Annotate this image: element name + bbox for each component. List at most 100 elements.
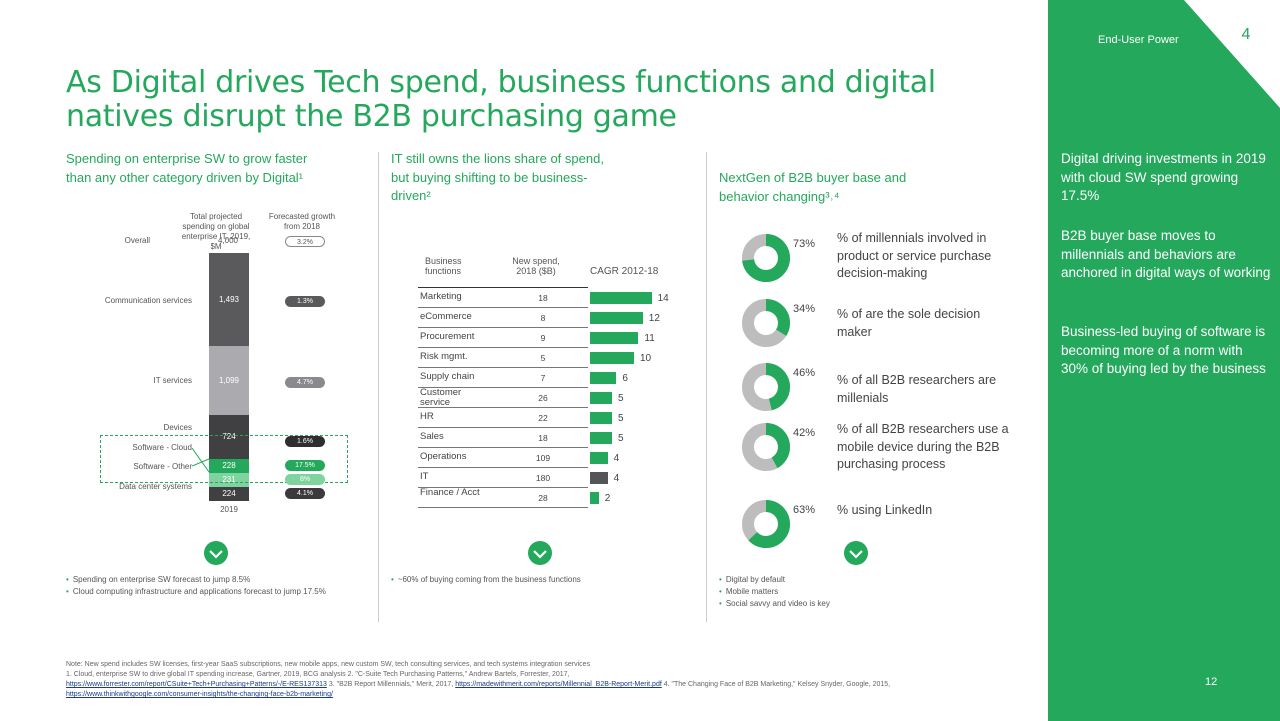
page-title: As Digital drives Tech spend, business f… xyxy=(66,65,936,134)
col-cagr-header: CAGR 2012-18 xyxy=(590,266,659,277)
cagr-bar xyxy=(590,372,617,384)
checkmark-icon xyxy=(528,541,552,565)
donut-percent: 63% xyxy=(793,504,816,516)
footnotes: Note: New spend includes SW licenses, fi… xyxy=(66,660,986,700)
function-name: Customer service xyxy=(420,387,462,408)
segment-software-cloud: 231 xyxy=(209,473,249,487)
column-divider xyxy=(706,152,707,622)
panel2-bullet: • ~60% of buying coming from the business… xyxy=(391,575,581,584)
cagr-bar xyxy=(590,432,612,444)
overall-label: Overall xyxy=(124,236,150,245)
new-spend: 22 xyxy=(538,413,548,423)
cagr-value: 5 xyxy=(618,393,624,404)
col-fn-header: Business functions xyxy=(425,256,462,276)
cagr-bar xyxy=(590,292,652,304)
donut-chart xyxy=(742,500,790,548)
cagr-bar xyxy=(590,452,608,464)
table-row: IT 180 xyxy=(418,468,588,488)
segment-label: Software - Cloud xyxy=(132,443,192,452)
donut-chart xyxy=(742,234,790,282)
function-name: IT xyxy=(420,471,429,482)
checkmark-icon xyxy=(844,541,868,565)
sidebar-paragraph: Business-led buying of software is becom… xyxy=(1061,324,1266,376)
table-row: Customer service 26 xyxy=(418,388,588,408)
panel3-bullet: • Social savvy and video is key xyxy=(719,599,830,608)
col-spend-header: Total projected spending on global enter… xyxy=(181,212,251,251)
overall-growth-pill: 3.2% xyxy=(285,236,325,247)
donut-description: % of are the sole decision maker xyxy=(837,307,981,339)
cagr-bar xyxy=(590,412,612,424)
donut-percent: 73% xyxy=(793,238,816,250)
table-row: HR 22 xyxy=(418,408,588,428)
panel3-bullet: • Mobile matters xyxy=(719,587,779,596)
panel3-bullet: • Digital by default xyxy=(719,575,785,584)
segment-devices: 724 xyxy=(209,415,249,459)
function-name: Marketing xyxy=(420,291,462,302)
donut-percent: 34% xyxy=(793,303,816,315)
year-label: 2019 xyxy=(220,505,238,514)
table-row: Risk mgmt. 5 xyxy=(418,348,588,368)
table-row: eCommerce 8 xyxy=(418,308,588,328)
new-spend: 8 xyxy=(540,313,546,323)
new-spend: 7 xyxy=(540,373,546,383)
connector-lines xyxy=(192,447,210,473)
footnote-line: 1. Cloud, enterprise SW to drive global … xyxy=(66,671,570,678)
donut-percent: 46% xyxy=(793,367,816,379)
cagr-bar xyxy=(590,312,643,324)
segment-communication: 1,493 xyxy=(209,253,249,346)
cagr-bar xyxy=(590,332,639,344)
table-header-rule xyxy=(418,287,588,288)
overall-value: 4,000 xyxy=(217,236,239,245)
software-highlight-box xyxy=(100,435,348,483)
donut-percent: 42% xyxy=(793,427,816,439)
table-row: Finance / Acct 28 xyxy=(418,488,588,508)
growth-pill: 1.3% xyxy=(285,296,325,307)
donut-fill xyxy=(742,363,790,411)
segment-label: Communication services xyxy=(104,296,192,305)
donut-chart xyxy=(742,299,790,347)
column-divider xyxy=(378,152,379,622)
donut-fill xyxy=(742,423,790,471)
function-name: Operations xyxy=(420,451,467,462)
table-row: Supply chain 7 xyxy=(418,368,588,388)
donut-description: % of all B2B researchers are millenials xyxy=(837,373,997,405)
function-name: Procurement xyxy=(420,331,475,342)
cagr-value: 14 xyxy=(657,293,669,304)
donut-description: % of millennials involved in product or … xyxy=(837,231,992,280)
new-spend: 28 xyxy=(538,493,548,503)
sidebar-paragraph: Digital driving investments in 2019 with… xyxy=(1061,151,1266,203)
cagr-value: 4 xyxy=(613,453,620,464)
cagr-value: 6 xyxy=(622,373,628,384)
donut-description: % of all B2B researchers use a mobile de… xyxy=(837,422,1009,471)
growth-pill: 8% xyxy=(285,474,325,485)
cagr-value: 2 xyxy=(604,493,611,504)
checkmark-icon xyxy=(204,541,228,565)
footnote-link[interactable]: https://madewithmerit.com/reports/Millen… xyxy=(455,681,662,688)
footnote-link[interactable]: https://www.forrester.com/report/CSuite+… xyxy=(66,681,327,688)
cagr-value: 5 xyxy=(618,433,624,444)
donut-chart xyxy=(742,423,790,471)
cagr-value: 10 xyxy=(640,353,652,364)
cagr-bar xyxy=(590,352,634,364)
growth-pill: 17.5% xyxy=(285,460,325,471)
function-name: Finance / Acct xyxy=(420,487,480,498)
table-row: Operations 109 xyxy=(418,448,588,468)
footnote-link[interactable]: https://www.thinkwithgoogle.com/consumer… xyxy=(66,691,333,698)
function-name: eCommerce xyxy=(420,311,472,322)
donut-chart xyxy=(742,363,790,411)
cagr-value: 4 xyxy=(613,473,620,484)
new-spend: 109 xyxy=(535,453,551,463)
new-spend: 5 xyxy=(540,353,546,363)
section-badge: 4 xyxy=(1229,18,1263,52)
segment-label: Devices xyxy=(163,423,192,432)
page-number: 12 xyxy=(1205,676,1218,688)
segment-label: IT services xyxy=(153,376,192,385)
cagr-bar xyxy=(590,492,599,504)
growth-pill: 1.6% xyxy=(285,436,325,447)
donut-fill xyxy=(742,500,790,548)
panel2-heading: IT still owns the lions share of spend, … xyxy=(391,151,604,203)
cagr-value: 12 xyxy=(648,313,660,324)
panel1-heading: Spending on enterprise SW to grow faster… xyxy=(66,151,308,185)
growth-pill: 4.1% xyxy=(285,488,325,499)
new-spend: 9 xyxy=(540,333,546,343)
